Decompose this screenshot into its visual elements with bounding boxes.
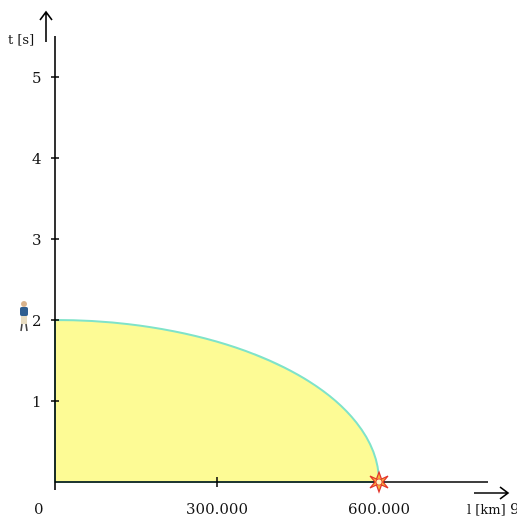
x-axis-arrow-icon: [474, 486, 510, 500]
person-icon: [20, 301, 28, 332]
light-region: [54, 318, 381, 483]
y-tick-label: 1: [32, 393, 42, 411]
y-axis-title: t [s]: [8, 33, 34, 48]
y-axis-arrow-icon: [39, 10, 53, 42]
flash-icon: [369, 470, 389, 494]
x-axis-title: l [km]: [467, 503, 506, 518]
y-tick-label: 4: [32, 150, 42, 168]
x-tick-label: 600.000: [348, 500, 410, 518]
y-tick-label: 2: [32, 312, 42, 330]
origin-label: 0: [34, 500, 44, 518]
y-tick-label: 5: [32, 69, 42, 87]
x-tick-label: 300.000: [186, 500, 248, 518]
y-tick-label: 3: [32, 231, 42, 249]
x-tick-label: 900.000: [510, 500, 517, 518]
